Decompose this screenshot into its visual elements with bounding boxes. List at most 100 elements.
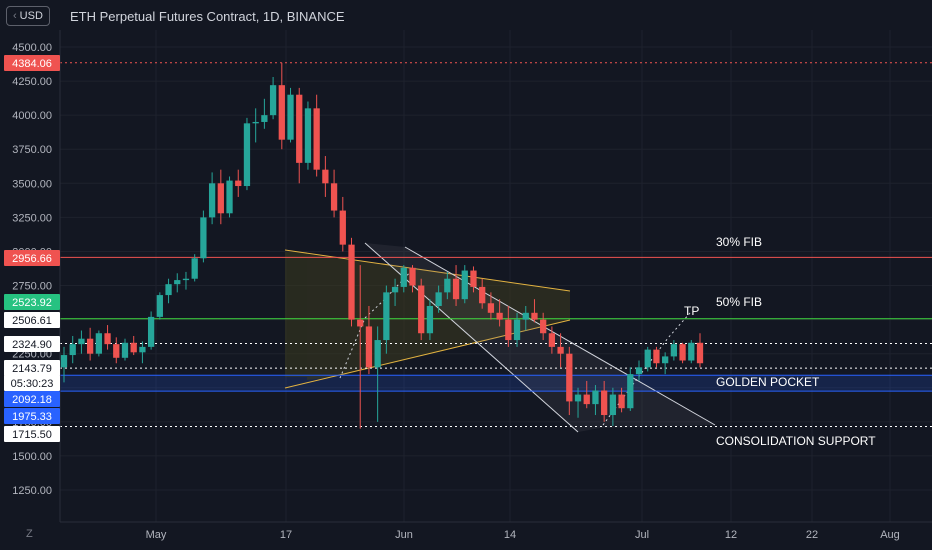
candle-body xyxy=(374,340,381,368)
x-tick-label: 17 xyxy=(280,529,292,541)
candle xyxy=(95,330,102,357)
candle xyxy=(635,360,643,381)
candle xyxy=(426,299,434,341)
candle-body xyxy=(444,278,451,293)
candle-body xyxy=(609,394,617,416)
candle-body xyxy=(182,278,190,281)
candle-body xyxy=(243,123,251,187)
candle xyxy=(696,333,704,368)
annotation-label: TP xyxy=(684,304,699,318)
golden-pocket-zone xyxy=(60,375,932,392)
candle-body xyxy=(627,374,634,409)
candle-body xyxy=(662,356,669,364)
candle-body xyxy=(557,346,564,354)
price-tag: 05:30:23 xyxy=(4,375,60,391)
candle xyxy=(688,340,695,364)
candle-body xyxy=(505,319,512,341)
price-tag: 4384.06 xyxy=(4,55,60,71)
annotation-label: GOLDEN POCKET xyxy=(716,375,820,389)
price-tag-box xyxy=(4,360,60,376)
candle-body xyxy=(165,284,172,296)
x-tick-label: Aug xyxy=(880,529,900,541)
candle-body xyxy=(69,344,76,356)
price-tag: 1975.33 xyxy=(4,408,60,424)
candle-body xyxy=(287,94,294,140)
candle-body xyxy=(269,85,277,116)
candle-body xyxy=(540,319,547,334)
price-tag: 2092.18 xyxy=(4,391,60,407)
candle xyxy=(78,330,85,354)
candle-body xyxy=(200,217,207,259)
candle xyxy=(418,278,425,341)
candle-body xyxy=(618,394,625,409)
candle xyxy=(470,266,477,293)
candle xyxy=(191,254,198,282)
candle xyxy=(130,335,137,356)
candle xyxy=(409,265,416,293)
price-tag-box xyxy=(4,408,60,424)
candle-body xyxy=(601,390,608,416)
candle xyxy=(391,278,399,306)
candle xyxy=(60,346,68,383)
price-tag-box xyxy=(4,375,60,391)
candle xyxy=(548,326,556,354)
range-box xyxy=(285,252,307,377)
candle-body xyxy=(574,394,582,402)
channel-upper-line xyxy=(404,246,716,426)
y-tick-label: 2750.00 xyxy=(12,281,52,293)
candle-body xyxy=(688,342,695,361)
time-axis: May 17 Jun 14 Jul 12 22 Aug xyxy=(60,521,932,541)
candle xyxy=(357,265,364,429)
candle xyxy=(278,62,285,150)
price-tag-label: 2956.66 xyxy=(12,253,52,265)
price-tag: 2506.61 xyxy=(4,312,60,328)
candle-body xyxy=(87,338,94,354)
price-tag-box xyxy=(4,336,60,352)
candle xyxy=(296,87,303,184)
candle-body xyxy=(653,349,660,364)
candle xyxy=(322,156,329,197)
price-tag: 2523.92 xyxy=(4,294,60,310)
candle-body xyxy=(226,180,233,214)
price-tag-label: 1975.33 xyxy=(12,411,52,423)
triangle-fill xyxy=(307,254,570,380)
candle xyxy=(226,176,233,218)
candle-body xyxy=(461,270,468,300)
candle-body xyxy=(296,94,303,163)
candle xyxy=(583,380,590,409)
candle xyxy=(487,292,495,320)
price-tag-label: 2324.90 xyxy=(12,339,52,351)
candle-body xyxy=(531,312,538,320)
candle xyxy=(165,278,172,304)
candle xyxy=(644,346,651,372)
candle-body xyxy=(487,303,495,313)
candle-body xyxy=(95,333,102,354)
triangle-lower-line xyxy=(284,319,571,389)
candle xyxy=(339,196,346,252)
price-tag-box xyxy=(4,250,60,266)
y-tick-label: 4500.00 xyxy=(12,42,52,54)
zoom-button[interactable]: Z xyxy=(26,528,33,540)
candle-body xyxy=(409,267,416,286)
candle xyxy=(304,101,312,170)
currency-button[interactable]: ‹ USD xyxy=(6,6,50,26)
price-tag-box xyxy=(4,294,60,310)
candle xyxy=(679,342,686,364)
price-tag-label: 2523.92 xyxy=(12,297,52,309)
candle-body xyxy=(383,292,390,341)
x-tick-label: May xyxy=(146,529,167,541)
candle-body xyxy=(357,319,364,327)
candle-body xyxy=(139,346,146,353)
candle-body xyxy=(252,121,259,124)
candle-body xyxy=(330,183,338,211)
price-tag-box xyxy=(4,391,60,407)
candle-body xyxy=(313,108,320,170)
candle-body xyxy=(522,312,529,320)
candle xyxy=(348,237,355,327)
candle-body xyxy=(435,292,442,306)
candle xyxy=(452,265,460,306)
candle xyxy=(365,305,373,375)
annotation-label: 30% FIB xyxy=(716,235,762,249)
price-tag-box xyxy=(4,426,60,442)
